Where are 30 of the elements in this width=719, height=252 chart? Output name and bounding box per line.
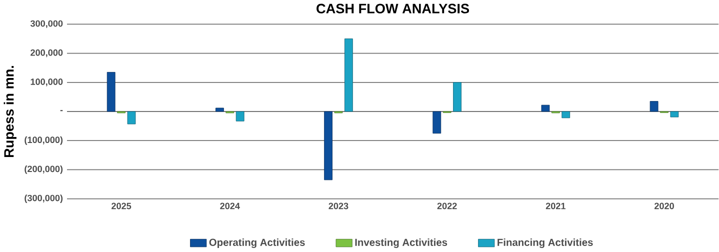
legend-label: Investing Activities <box>355 238 448 248</box>
y-axis-title: Rupess in mn. <box>4 66 16 157</box>
bar <box>432 111 442 134</box>
bar <box>541 104 550 112</box>
bar <box>106 72 116 112</box>
x-tick-label: 2023 <box>328 202 348 210</box>
y-tick-label: 100,000 <box>30 78 63 86</box>
bar <box>670 111 679 118</box>
x-tick-label: 2022 <box>437 202 457 210</box>
x-tick-label: 2025 <box>112 202 132 210</box>
legend-label: Operating Activities <box>209 238 305 248</box>
x-tick-label: 2024 <box>220 202 240 210</box>
bar <box>236 111 244 122</box>
bar <box>453 82 462 112</box>
y-tick-label: 300,000 <box>30 20 63 28</box>
y-tick-label: - <box>60 110 63 112</box>
x-tick-label: 2021 <box>546 202 566 210</box>
x-tick-label: 2020 <box>654 202 674 210</box>
bar <box>127 111 136 124</box>
chart-title: CASH FLOW ANALYSIS <box>316 4 470 14</box>
bar <box>324 111 332 180</box>
legend-label: Financing Activities <box>498 238 593 248</box>
bar <box>216 108 224 112</box>
bar <box>562 111 570 118</box>
bar <box>650 101 658 112</box>
y-tick-label: (300,000) <box>24 194 63 203</box>
y-tick-label: (200,000) <box>24 165 63 174</box>
y-tick-label: (100,000) <box>24 136 63 145</box>
bar <box>344 38 353 112</box>
y-tick-label: 200,000 <box>30 49 63 58</box>
